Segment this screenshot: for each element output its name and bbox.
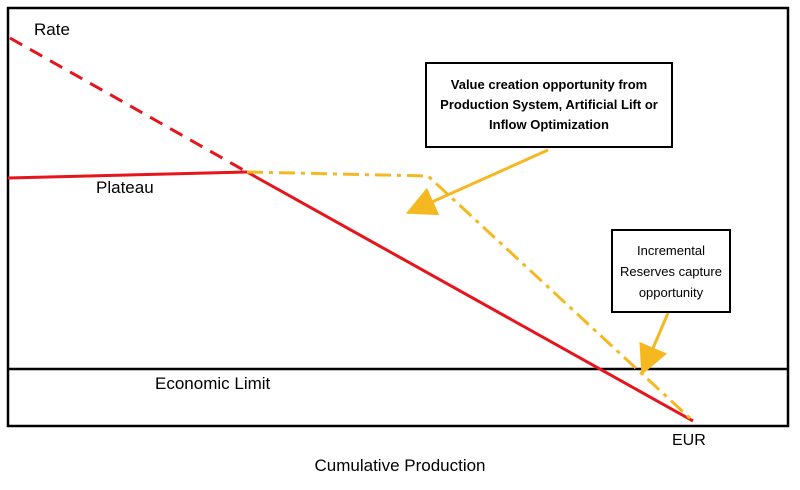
plateau-line [7, 170, 248, 180]
plateau-label: Plateau [96, 178, 154, 197]
reserves-arrow [639, 312, 670, 376]
incremental-reserves-callout: Incremental Reserves capture opportunity [611, 229, 731, 313]
optimized-profile-line [246, 170, 695, 423]
value-creation-callout-text: Value creation opportunity from Producti… [440, 77, 658, 132]
eur-label: EUR [672, 432, 706, 449]
value-creation-arrow [405, 148, 549, 216]
plot-frame [6, 6, 790, 428]
incremental-reserves-callout-text: Incremental Reserves capture opportunity [620, 242, 722, 300]
rate-axis-label: Rate [34, 20, 70, 39]
economic-limit-label: Economic Limit [155, 374, 271, 393]
extrapolated-decline-dashed-line [9, 36, 248, 174]
base-decline-line [246, 170, 694, 423]
value-creation-callout: Value creation opportunity from Producti… [425, 62, 673, 148]
x-axis-label: Cumulative Production [314, 456, 486, 475]
